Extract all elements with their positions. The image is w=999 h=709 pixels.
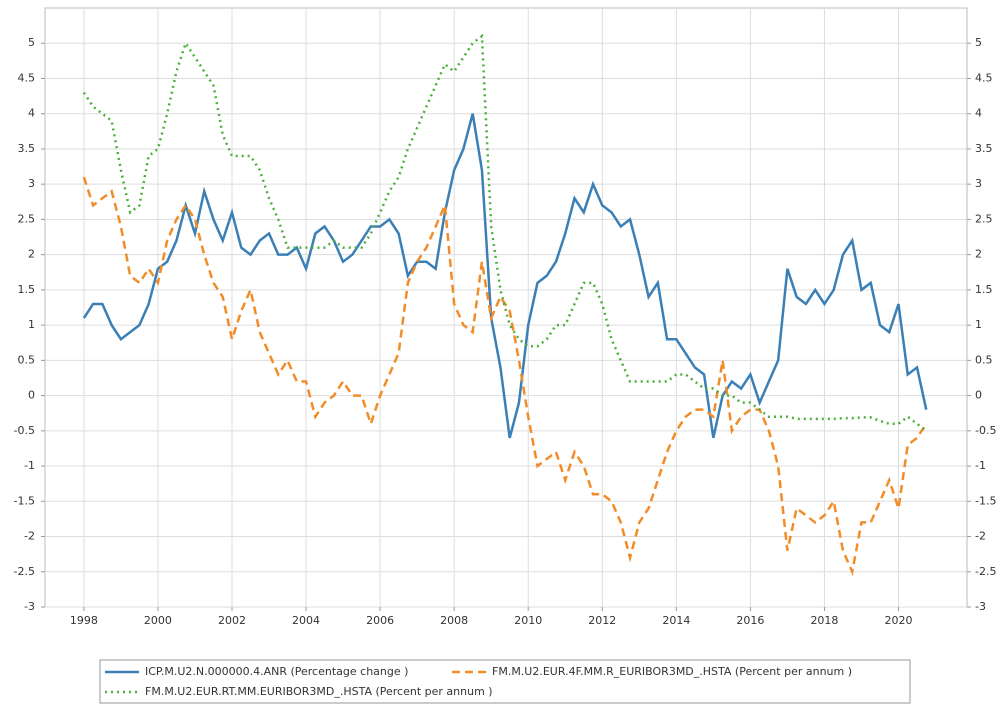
x-tick-label: 1998 <box>70 614 98 627</box>
x-tick-label: 2004 <box>292 614 320 627</box>
y-tick-label: 1.5 <box>18 283 36 296</box>
y2-tick-label: 5 <box>975 36 982 49</box>
y2-tick-label: 1.5 <box>975 283 993 296</box>
legend-label: FM.M.U2.EUR.RT.MM.EURIBOR3MD_.HSTA (Perc… <box>145 685 493 698</box>
y-tick-label: -2.5 <box>14 565 35 578</box>
y2-tick-label: 2 <box>975 248 982 261</box>
y2-tick-label: 1 <box>975 318 982 331</box>
y2-tick-label: -1 <box>975 459 986 472</box>
y2-tick-label: 4 <box>975 107 982 120</box>
y-tick-label: 4 <box>28 107 35 120</box>
y-tick-label: -0.5 <box>14 424 35 437</box>
y-tick-label: 1 <box>28 318 35 331</box>
legend-label: ICP.M.U2.N.000000.4.ANR (Percentage chan… <box>145 665 408 678</box>
x-tick-label: 2002 <box>218 614 246 627</box>
y-tick-label: 2.5 <box>18 212 36 225</box>
y-tick-label: -1 <box>24 459 35 472</box>
legend-box <box>99 659 911 704</box>
series-line <box>82 113 928 439</box>
y2-tick-label: 3.5 <box>975 142 993 155</box>
y-tick-label: 3 <box>28 177 35 190</box>
x-tick-label: 2016 <box>736 614 764 627</box>
plot-frame <box>44 7 968 608</box>
x-tick-label: 2010 <box>514 614 542 627</box>
y2-tick-label: 0.5 <box>975 353 993 366</box>
series-line <box>82 33 928 432</box>
y-tick-label: 5 <box>28 36 35 49</box>
y2-tick-label: -3 <box>975 600 986 613</box>
y2-tick-label: 4.5 <box>975 71 993 84</box>
y-tick-label: -3 <box>24 600 35 613</box>
y-tick-label: 4.5 <box>18 71 36 84</box>
y-tick-label: 0.5 <box>18 353 36 366</box>
y-tick-label: -2 <box>24 530 35 543</box>
x-tick-label: 2000 <box>144 614 172 627</box>
y-tick-label: 3.5 <box>18 142 36 155</box>
x-tick-label: 2020 <box>884 614 912 627</box>
x-tick-label: 2018 <box>810 614 838 627</box>
x-tick-label: 2014 <box>662 614 690 627</box>
y2-tick-label: -0.5 <box>975 424 996 437</box>
y2-tick-label: -1.5 <box>975 494 996 507</box>
x-tick-label: 2008 <box>440 614 468 627</box>
y-tick-label: 0 <box>28 389 35 402</box>
legend-label: FM.M.U2.EUR.4F.MM.R_EURIBOR3MD_.HSTA (Pe… <box>492 665 852 678</box>
y-tick-label: -1.5 <box>14 494 35 507</box>
y2-tick-label: 0 <box>975 389 982 402</box>
y-tick-label: 2 <box>28 248 35 261</box>
y2-tick-label: -2.5 <box>975 565 996 578</box>
y2-tick-label: 2.5 <box>975 212 993 225</box>
y2-tick-label: -2 <box>975 530 986 543</box>
y2-tick-label: 3 <box>975 177 982 190</box>
x-tick-label: 2006 <box>366 614 394 627</box>
x-tick-label: 2012 <box>588 614 616 627</box>
